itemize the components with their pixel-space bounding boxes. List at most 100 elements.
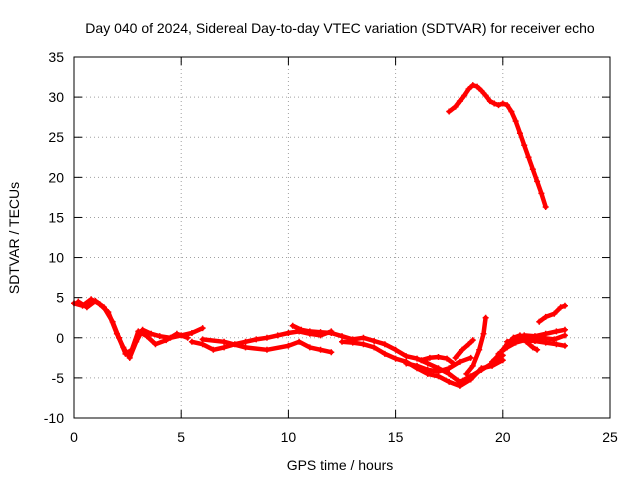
data-point: [392, 355, 399, 362]
data-point: [221, 338, 228, 345]
data-point: [83, 304, 90, 311]
data-point: [538, 190, 545, 197]
chart-title: Day 040 of 2024, Sidereal Day-to-day VTE…: [85, 20, 595, 36]
data-point: [116, 334, 123, 341]
data-point: [461, 92, 468, 99]
data-point: [482, 314, 489, 321]
data-point: [242, 338, 249, 345]
y-tick-label: -10: [44, 410, 64, 426]
series-trace: [446, 82, 548, 210]
data-point: [381, 350, 388, 357]
series-track-e: [289, 322, 506, 385]
data-point: [285, 342, 292, 349]
data-point: [128, 346, 135, 353]
data-point: [371, 337, 378, 344]
data-point: [101, 304, 108, 311]
data-point: [450, 360, 457, 367]
series-track-f: [339, 338, 506, 389]
data-point: [88, 296, 95, 303]
y-axis-title: SDTVAR / TECUs: [6, 182, 22, 294]
data-point: [163, 337, 170, 344]
data-point: [542, 330, 549, 337]
data-point: [317, 329, 324, 336]
data-point: [418, 357, 425, 364]
data-point: [306, 344, 313, 351]
data-point: [274, 332, 281, 339]
data-point: [512, 118, 519, 125]
data-point: [491, 100, 498, 107]
data-series: [71, 82, 568, 389]
data-point: [557, 304, 564, 311]
data-point: [446, 108, 453, 115]
data-point: [525, 154, 532, 161]
data-point: [499, 357, 506, 364]
series-track-n: [504, 332, 568, 345]
data-point: [469, 82, 476, 89]
data-point: [478, 87, 485, 94]
series-trace: [453, 337, 476, 361]
data-point: [414, 355, 421, 362]
data-point: [263, 334, 270, 341]
data-point: [467, 376, 474, 383]
data-point: [482, 92, 489, 99]
data-point: [328, 349, 335, 356]
series-track-b: [75, 297, 191, 357]
data-point: [156, 333, 163, 340]
data-point: [486, 98, 493, 105]
data-point: [199, 325, 206, 332]
data-point: [184, 334, 191, 341]
data-point: [92, 297, 99, 304]
data-point: [435, 354, 442, 361]
data-point: [553, 328, 560, 335]
data-point: [360, 334, 367, 341]
data-point: [173, 330, 180, 337]
y-tick-label: 15: [48, 209, 64, 225]
data-point: [495, 102, 502, 109]
plot-frame: [73, 56, 611, 419]
x-tick-label: 5: [177, 429, 185, 445]
series-track-o: [536, 302, 568, 325]
series-track-p: [446, 82, 549, 211]
data-point: [465, 86, 472, 93]
y-tick-label: -5: [52, 370, 65, 386]
data-point: [446, 370, 453, 377]
data-point: [221, 344, 228, 351]
x-tick-label: 0: [70, 429, 78, 445]
grid-lines: [74, 57, 610, 418]
x-tick-label: 15: [388, 429, 404, 445]
data-point: [474, 83, 481, 90]
data-point: [499, 346, 506, 353]
data-point: [210, 346, 217, 353]
data-point: [534, 178, 541, 185]
data-point: [465, 341, 472, 348]
data-point: [516, 130, 523, 137]
data-point: [403, 360, 410, 367]
data-point: [339, 338, 345, 345]
data-point: [296, 338, 303, 345]
data-point: [135, 328, 142, 335]
data-point: [298, 326, 305, 333]
y-tick-label: 30: [48, 89, 64, 105]
data-point: [529, 166, 536, 173]
data-point: [561, 326, 568, 333]
data-point: [339, 333, 345, 340]
y-tick-label: 5: [56, 290, 64, 306]
data-point: [478, 365, 485, 372]
series-trace: [76, 298, 190, 357]
data-point: [289, 322, 296, 329]
data-point: [148, 330, 155, 337]
data-point: [285, 329, 292, 336]
data-point: [469, 362, 476, 369]
data-point: [469, 337, 476, 344]
series-track-h: [418, 354, 457, 367]
series-track-i: [452, 337, 476, 361]
series-track-j: [463, 314, 489, 377]
data-point: [122, 350, 129, 357]
data-point: [551, 310, 558, 317]
y-tick-label: 25: [48, 129, 64, 145]
data-point: [534, 346, 541, 353]
data-point: [349, 339, 356, 346]
data-point: [199, 336, 206, 343]
data-point: [459, 346, 466, 353]
series-track-g: [403, 354, 474, 375]
